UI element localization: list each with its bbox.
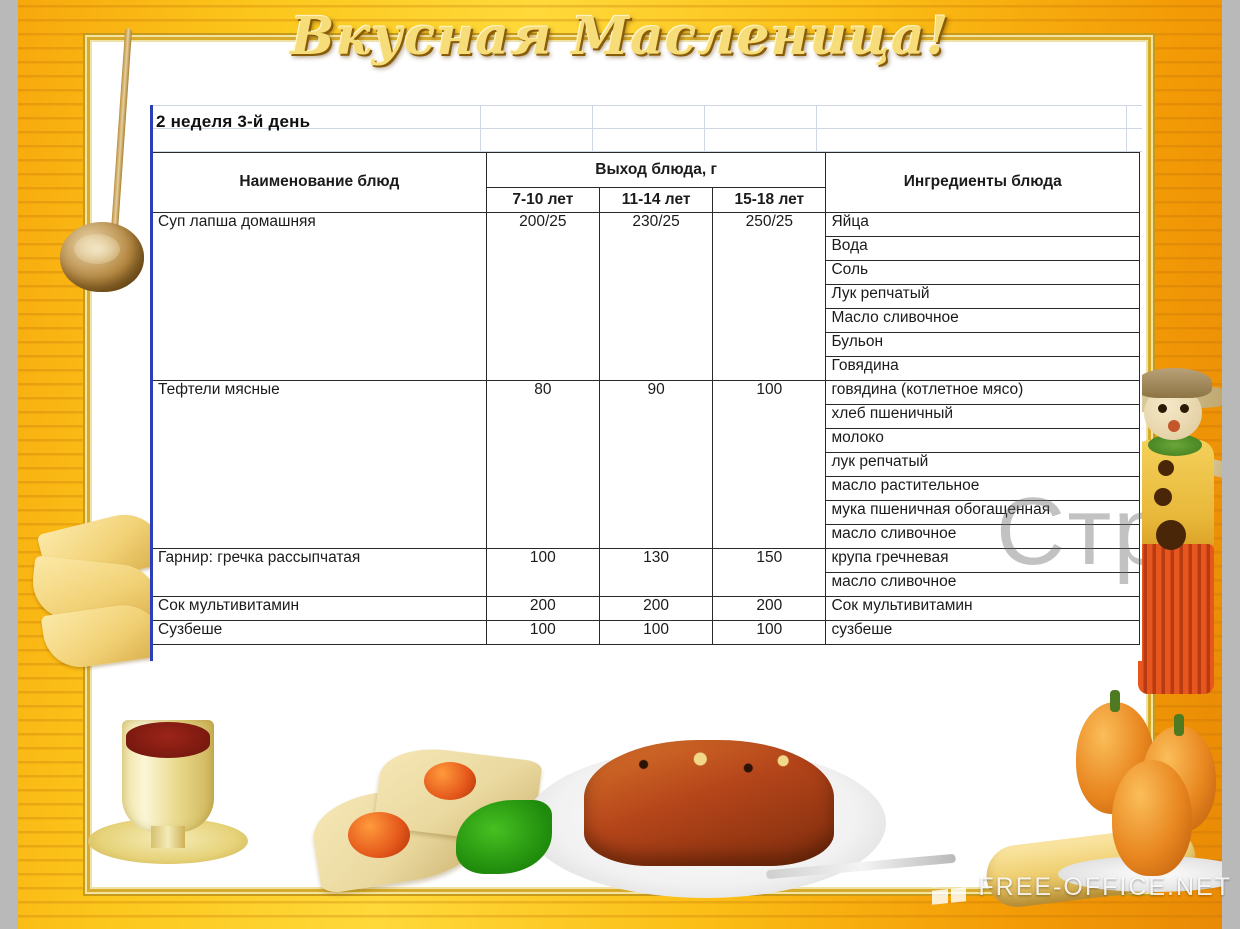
cell-yield-2[interactable]: 200 <box>598 596 714 621</box>
badge-label: FREE-OFFICE.NET <box>978 872 1232 901</box>
cell-ingredient[interactable]: масло растительное <box>825 476 1140 501</box>
cell-dish-name[interactable]: Сузбеше <box>152 620 487 645</box>
table-row: Масло сливочное <box>153 308 1140 333</box>
header-ingredients[interactable]: Ингредиенты блюда <box>825 152 1140 213</box>
cell-ingredient[interactable]: масло сливочное <box>825 524 1140 549</box>
cell-ingredient[interactable]: мука пшеничная обогащенная <box>825 500 1140 525</box>
pancake-cake <box>584 740 834 866</box>
red-caviar <box>348 812 410 858</box>
cell-yield-1[interactable]: 80 <box>485 380 600 549</box>
table-row: масло сливочное <box>153 572 1140 597</box>
table-row: масло сливочное <box>153 524 1140 549</box>
header-yield-group[interactable]: Выход блюда, г <box>485 152 827 188</box>
cell-ingredient[interactable]: Сок мультивитамин <box>825 596 1140 621</box>
table-row: мука пшеничная обогащенная <box>153 500 1140 525</box>
gourd-stem <box>1110 690 1120 712</box>
cell-ingredient[interactable]: хлеб пшеничный <box>825 404 1140 429</box>
cell-ingredient[interactable]: лук репчатый <box>825 452 1140 477</box>
empty-grid-rows <box>150 105 1142 152</box>
cell-ingredient[interactable]: Масло сливочное <box>825 308 1140 333</box>
table-row: Суп лапша домашняя 200/25 230/25 250/25 Яйца <box>152 212 1140 381</box>
cell-ingredient[interactable]: молоко <box>825 428 1140 453</box>
cell-ingredient[interactable]: Яйца <box>825 212 1140 237</box>
cell-ingredient[interactable]: Вода <box>825 236 1140 261</box>
cell-yield-2[interactable]: 90 <box>598 380 714 549</box>
cell-yield-3[interactable]: 200 <box>712 596 827 621</box>
cell-ingredient[interactable]: говядина (котлетное мясо) <box>825 380 1140 405</box>
table-row: лук репчатый <box>153 452 1140 477</box>
cell-yield-3[interactable]: 100 <box>712 380 827 549</box>
table-row: Тефтели мясные 80 90 100 говядина (котлетное… <box>152 380 1140 549</box>
cell-dish-name[interactable]: Тефтели мясные <box>152 380 487 549</box>
tea-liquid <box>126 722 210 758</box>
cell-yield-3[interactable]: 150 <box>712 548 827 597</box>
cell-yield-1[interactable]: 100 <box>485 620 600 645</box>
table-row: Гарнир: гречка рассыпчатая 100 130 150 крупа… <box>152 548 1140 597</box>
cell-yield-2[interactable]: 230/25 <box>598 212 714 381</box>
cell-yield-1[interactable]: 200/25 <box>485 212 600 381</box>
spreadsheet-area: 2 неделя 3-й день Наименование блюд Выхо… <box>150 105 1142 661</box>
free-office-badge: FREE-OFFICE.NET <box>932 869 1232 905</box>
header-age-11-14[interactable]: 11-14 лет <box>598 187 714 213</box>
cell-ingredient[interactable]: масло сливочное <box>825 572 1140 597</box>
cell-yield-1[interactable]: 100 <box>485 548 600 597</box>
table-row: Лук репчатый <box>153 284 1140 309</box>
gourd-stem <box>1174 714 1184 736</box>
wooden-ladle-bowl <box>60 222 144 292</box>
cell-yield-3[interactable]: 100 <box>712 620 827 645</box>
table-row: Соль <box>153 260 1140 285</box>
table-row: Сок мультивитамин 200 200 200 Сок мультивита… <box>152 596 1140 621</box>
menu-table-body: Суп лапша домашняя 200/25 230/25 250/25 Яйца… <box>152 212 1140 645</box>
cell-yield-3[interactable]: 250/25 <box>712 212 827 381</box>
poster-title: Вкусная Масленица! <box>290 6 950 67</box>
sheet-title-cell[interactable]: 2 неделя 3-й день <box>156 112 311 131</box>
windows-logo-icon <box>932 869 967 905</box>
red-caviar <box>424 762 476 800</box>
table-subheader-row: 7-10 лет 11-14 лет 15-18 лет <box>153 187 1140 213</box>
gourd <box>1112 760 1192 876</box>
cell-yield-1[interactable]: 200 <box>485 596 600 621</box>
cell-ingredient[interactable]: сузбеше <box>825 620 1140 645</box>
cell-ingredient[interactable]: Лук репчатый <box>825 284 1140 309</box>
selection-indicator <box>150 105 153 661</box>
poster-background: Вкусная Масленица! 2 неделя 3-й день Наи… <box>18 0 1222 929</box>
cell-ingredient[interactable]: Говядина <box>825 356 1140 381</box>
header-age-7-10[interactable]: 7-10 лет <box>485 187 600 213</box>
cell-ingredient[interactable]: Соль <box>825 260 1140 285</box>
straw-doll-figure <box>1114 368 1222 698</box>
cell-dish-name[interactable]: Гарнир: гречка рассыпчатая <box>152 548 487 597</box>
table-row: молоко <box>153 428 1140 453</box>
table-row: масло растительное <box>153 476 1140 501</box>
header-age-15-18[interactable]: 15-18 лет <box>712 187 827 213</box>
cell-yield-2[interactable]: 130 <box>598 548 714 597</box>
table-header-row: Наименование блюд Выход блюда, г Ингреди… <box>152 152 1140 213</box>
header-dish-name[interactable]: Наименование блюд <box>152 152 487 213</box>
cell-dish-name[interactable]: Суп лапша домашняя <box>152 212 487 381</box>
cell-dish-name[interactable]: Сок мультивитамин <box>152 596 487 621</box>
cell-ingredient[interactable]: Бульон <box>825 332 1140 357</box>
tea-glass-stem <box>151 826 185 848</box>
cell-yield-2[interactable]: 100 <box>598 620 714 645</box>
menu-table: Наименование блюд Выход блюда, г Ингреди… <box>152 152 1140 645</box>
cell-ingredient[interactable]: крупа гречневая <box>825 548 1140 573</box>
green-herbs <box>456 800 552 874</box>
table-row: Сузбеше 100 100 100 сузбеше <box>152 620 1140 645</box>
